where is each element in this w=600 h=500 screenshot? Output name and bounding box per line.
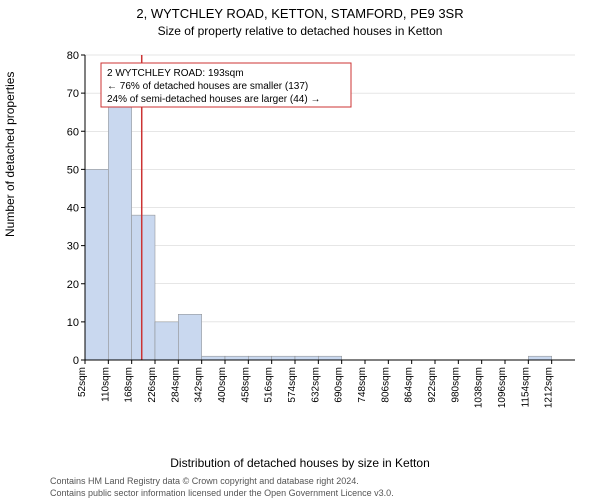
x-tick-label: 806sqm — [380, 367, 391, 403]
bar — [132, 215, 155, 360]
x-tick-label: 284sqm — [170, 367, 181, 403]
x-tick-label: 574sqm — [287, 367, 298, 403]
x-tick-label: 1212sqm — [544, 367, 555, 408]
y-ticks: 0 10 20 30 40 50 60 70 80 — [67, 50, 85, 367]
x-axis-label: Distribution of detached houses by size … — [0, 456, 600, 470]
footer-line-2: Contains public sector information licen… — [50, 488, 394, 498]
annotation-box: 2 WYTCHLEY ROAD: 193sqm ← 76% of detache… — [101, 63, 351, 107]
y-tick-label: 20 — [67, 279, 79, 291]
y-tick-label: 80 — [67, 50, 79, 62]
y-tick-label: 50 — [67, 164, 79, 176]
footer-line-1: Contains HM Land Registry data © Crown c… — [50, 476, 359, 486]
bar — [318, 356, 341, 360]
x-tick-label: 980sqm — [450, 367, 461, 403]
bar — [85, 169, 108, 360]
x-tick-label: 1096sqm — [497, 367, 508, 408]
y-tick-label: 0 — [73, 355, 79, 367]
bar — [295, 356, 318, 360]
x-tick-label: 516sqm — [264, 367, 275, 403]
bar — [272, 356, 295, 360]
chart-title: 2, WYTCHLEY ROAD, KETTON, STAMFORD, PE9 … — [0, 6, 600, 21]
x-tick-label: 632sqm — [310, 367, 321, 403]
x-tick-label: 168sqm — [124, 367, 135, 403]
x-tick-label: 400sqm — [217, 367, 228, 403]
x-ticks: 52sqm 110sqm 168sqm 226sqm 284sqm 342sqm 400sq… — [77, 360, 555, 408]
x-tick-label: 342sqm — [194, 367, 205, 403]
x-tick-label: 1154sqm — [520, 367, 531, 407]
chart-plot: 0 10 20 30 40 50 60 70 80 52sqm 110sqm 168sqm 226sq… — [55, 45, 585, 415]
x-tick-label: 690sqm — [334, 367, 345, 403]
x-tick-label: 226sqm — [147, 367, 158, 403]
bar — [225, 356, 248, 360]
x-tick-label: 52sqm — [77, 367, 88, 397]
annotation-line-2: ← 76% of detached houses are smaller (13… — [107, 81, 308, 92]
x-tick-label: 922sqm — [427, 367, 438, 403]
chart-subtitle: Size of property relative to detached ho… — [0, 24, 600, 38]
bar — [248, 356, 271, 360]
y-tick-label: 40 — [67, 203, 79, 215]
chart-container: { "title_line1": "2, WYTCHLEY ROAD, KETT… — [0, 0, 600, 500]
x-tick-label: 864sqm — [404, 367, 415, 403]
y-tick-label: 60 — [67, 126, 79, 138]
bar — [528, 356, 551, 360]
bar — [108, 101, 131, 360]
x-tick-label: 110sqm — [100, 367, 111, 402]
annotation-line-3: 24% of semi-detached houses are larger (… — [107, 94, 320, 105]
bar — [155, 322, 178, 360]
y-tick-label: 30 — [67, 241, 79, 253]
annotation-line-1: 2 WYTCHLEY ROAD: 193sqm — [107, 68, 244, 79]
x-tick-label: 458sqm — [240, 367, 251, 403]
y-tick-label: 10 — [67, 317, 79, 329]
bar — [202, 356, 225, 360]
bars — [85, 101, 552, 360]
x-tick-label: 1038sqm — [474, 367, 485, 408]
bar — [178, 314, 201, 360]
y-tick-label: 70 — [67, 88, 79, 100]
y-axis-label: Number of detached properties — [3, 72, 17, 237]
x-tick-label: 748sqm — [357, 367, 368, 403]
